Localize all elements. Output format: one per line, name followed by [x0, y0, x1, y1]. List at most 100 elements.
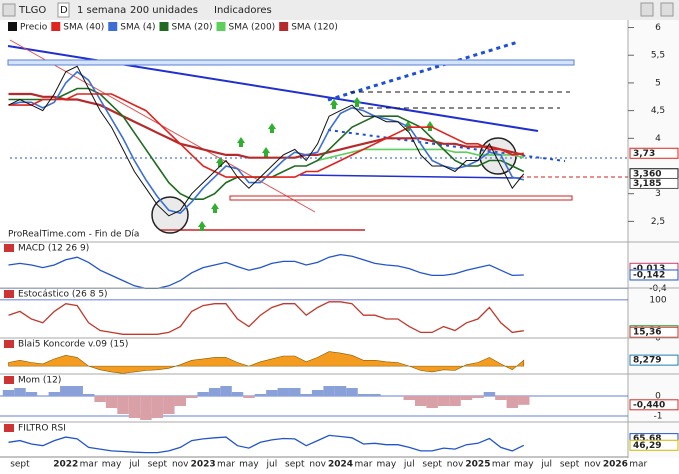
x-tick-label: 2025 [465, 460, 490, 470]
legend-label: SMA (200) [228, 23, 275, 33]
legend-swatch [216, 22, 226, 31]
momentum-bar [25, 392, 38, 396]
momentum-bar [495, 396, 507, 400]
price-label: -0,440 [633, 400, 665, 410]
momentum-bar [163, 396, 175, 414]
panel-title: MACD (12 26 9) [18, 244, 89, 254]
price-label-box [629, 439, 679, 451]
zone [7, 59, 575, 66]
momentum-bar [231, 392, 244, 396]
momentum-bar [437, 396, 450, 406]
momentum-bar [357, 394, 370, 396]
trend-line [327, 129, 566, 162]
price-label: 46,29 [633, 441, 661, 451]
window-button[interactable] [640, 2, 654, 17]
x-tick-label: jul [540, 460, 552, 470]
momentum-bar [117, 396, 129, 414]
momentum-bar [82, 394, 95, 396]
legend-label: SMA (4) [120, 23, 155, 33]
legend-label: SMA (120) [291, 23, 338, 33]
price-label-box [629, 177, 679, 189]
legend-swatch [108, 22, 118, 31]
panel-title: Mom (12) [18, 376, 61, 386]
x-tick-label: jul [403, 460, 415, 470]
momentum-bar [415, 396, 427, 406]
x-tick-label: mar [492, 460, 510, 470]
momentum-bar [346, 388, 358, 396]
trend-line [327, 40, 519, 102]
period[interactable]: 1 semana [77, 5, 126, 16]
y-tick-label: 3 [655, 189, 661, 199]
x-tick-label: nov [447, 460, 464, 470]
momentum-bar [518, 396, 530, 405]
momentum-bar [300, 394, 312, 396]
momentum-bar [449, 396, 461, 406]
panel-title-box [4, 290, 14, 298]
y-tick-label: -0,4 [649, 284, 667, 294]
x-tick-label: 2023 [191, 460, 216, 470]
momentum-bar [311, 390, 324, 396]
panel-title-box [4, 244, 14, 252]
y-tick-label: 0 [655, 334, 661, 344]
price-label-box [629, 354, 679, 366]
toolbar-icon[interactable] [2, 3, 16, 17]
panel-title-box [4, 340, 14, 348]
panel-title: Blai5 Koncorde v.09 (15) [18, 340, 128, 350]
momentum-bar [426, 396, 438, 408]
y-tick-label: -1 [654, 412, 663, 422]
momentum-bar [369, 394, 381, 396]
panel-title: FILTRO RSI [18, 424, 66, 434]
price-label-box [629, 399, 679, 411]
toolbar [0, 0, 679, 20]
momentum-bar [506, 396, 519, 408]
price-label: -0,013 [633, 264, 665, 274]
momentum-bar [208, 388, 221, 396]
y-tick-label: 4 [655, 134, 661, 144]
momentum-bar [71, 386, 83, 396]
momentum-bar [60, 386, 72, 396]
momentum-bar [105, 396, 118, 408]
price-label-box [629, 326, 679, 338]
panel-title: Estocástico (26 8 5) [18, 290, 108, 300]
y-tick-label: 0 [655, 392, 661, 402]
indicators[interactable]: Indicadores [214, 5, 272, 16]
momentum-bar [266, 390, 278, 396]
x-tick-label: jul [265, 460, 277, 470]
legend-label: SMA (40) [63, 23, 104, 33]
panel-title-box [4, 376, 14, 384]
momentum-bar [254, 394, 267, 396]
drawings [7, 39, 628, 234]
window-button[interactable] [660, 2, 674, 17]
legend-label: Precio [20, 23, 48, 33]
series-line [8, 65, 525, 217]
trend-line [299, 174, 521, 179]
x-tick-label: 2022 [53, 460, 78, 470]
support-zone [229, 195, 573, 201]
momentum-bar [460, 396, 473, 400]
mode-box[interactable] [57, 2, 70, 18]
x-tick-label: nov [584, 460, 601, 470]
x-tick-label: sept [10, 460, 30, 470]
price-label: 65,68 [633, 434, 661, 444]
price-label-box [629, 269, 679, 281]
x-tick-label: sept [148, 460, 168, 470]
momentum-bar [197, 392, 209, 396]
momentum-bar [128, 396, 141, 418]
x-tick-label: jul [128, 460, 140, 470]
y-tick-label: 100 [649, 295, 666, 305]
indicator-line [8, 301, 524, 335]
units[interactable]: 200 unidades [130, 5, 198, 16]
series-line [8, 92, 525, 159]
x-tick-label: nov [309, 460, 326, 470]
panel-title-box [4, 424, 14, 432]
price-label: 3,185 [633, 179, 661, 189]
legend-swatch [279, 22, 289, 31]
x-tick-label: 2024 [328, 460, 353, 470]
y-tick-label: 2,5 [651, 217, 665, 227]
symbol[interactable]: TLGO [18, 5, 46, 16]
momentum-bar [140, 396, 152, 420]
mode[interactable]: D [60, 5, 68, 16]
momentum-bar [483, 392, 496, 396]
